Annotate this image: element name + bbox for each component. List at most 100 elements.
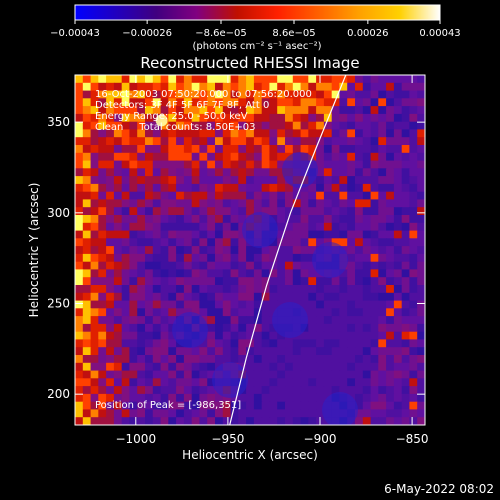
heatmap-cell <box>386 285 395 294</box>
heatmap-cell <box>339 362 348 372</box>
heatmap-cell <box>137 98 146 107</box>
heatmap-cell <box>386 199 395 208</box>
heatmap-cell <box>168 152 177 162</box>
heatmap-cell <box>137 308 146 317</box>
heatmap-cell <box>246 253 255 263</box>
heatmap-cell <box>292 269 302 278</box>
heatmap-cell <box>106 308 115 317</box>
heatmap-cell <box>323 176 333 185</box>
heatmap-cell <box>339 269 348 278</box>
heatmap-cell <box>75 145 84 154</box>
heatmap-cell <box>370 417 379 425</box>
heatmap-cell <box>129 316 138 325</box>
heatmap-cell <box>401 98 411 107</box>
heatmap-cell <box>113 339 123 348</box>
heatmap-cell <box>75 277 84 286</box>
heatmap-cell <box>82 230 92 239</box>
heatmap-cell <box>355 401 364 411</box>
heatmap-cell <box>378 300 387 309</box>
heatmap-cell <box>90 207 99 216</box>
heatmap-cell <box>323 152 333 162</box>
heatmap-cell <box>98 339 107 348</box>
heatmap-cell <box>316 176 325 185</box>
heatmap-cell <box>98 160 107 169</box>
heatmap-cell <box>370 207 379 216</box>
heatmap-cell <box>191 145 201 154</box>
heatmap-cell <box>199 145 208 154</box>
heatmap-cell <box>191 98 201 107</box>
heatmap-cell <box>401 129 411 138</box>
heatmap-cell <box>378 355 387 364</box>
heatmap-cell <box>168 199 177 208</box>
heatmap-cell <box>230 222 239 232</box>
heatmap-cell <box>409 339 418 348</box>
heatmap-cell <box>409 199 418 208</box>
heatmap-cell <box>261 191 271 201</box>
heatmap-cell <box>222 121 232 131</box>
heatmap-cell <box>222 393 232 403</box>
heatmap-cell <box>308 261 317 271</box>
heatmap-cell <box>215 339 224 348</box>
heatmap-cell <box>409 269 418 278</box>
heatmap-cell <box>362 308 372 317</box>
heatmap-cell <box>277 378 286 387</box>
heatmap-cell <box>207 238 216 247</box>
heatmap-cell <box>370 292 379 302</box>
heatmap-cell <box>331 316 341 325</box>
heatmap-cell <box>199 106 208 115</box>
heatmap-cell <box>300 277 309 286</box>
heatmap-cell <box>145 370 154 379</box>
heatmap-cell <box>246 168 255 177</box>
heatmap-cell <box>300 230 309 239</box>
heatmap-cell <box>222 137 232 146</box>
heatmap-cell <box>378 316 387 325</box>
heatmap-cell <box>370 113 379 123</box>
heatmap-cell <box>82 215 92 224</box>
heatmap-cell <box>106 129 115 138</box>
heatmap-cell <box>316 82 325 92</box>
heatmap-cell <box>417 246 425 255</box>
heatmap-cell <box>168 106 177 115</box>
heatmap-cell <box>355 160 364 169</box>
heatmap-cell <box>355 300 364 309</box>
heatmap-cell <box>417 183 425 193</box>
heatmap-cell <box>160 98 169 107</box>
heatmap-cell <box>362 378 372 387</box>
heatmap-cell <box>253 129 263 138</box>
heatmap-cell <box>75 106 84 115</box>
heatmap-cell <box>152 355 162 364</box>
heatmap-cell <box>230 238 239 247</box>
heatmap-cell <box>370 316 379 325</box>
heatmap-cell <box>409 75 418 84</box>
heatmap-cell <box>230 207 239 216</box>
heatmap-cell <box>183 160 193 169</box>
heatmap-cell <box>417 168 425 177</box>
heatmap-cell <box>355 308 364 317</box>
heatmap-cell <box>75 417 84 425</box>
heatmap-cell <box>176 347 185 356</box>
heatmap-cell <box>386 355 395 364</box>
heatmap-cell <box>152 386 162 395</box>
heatmap-cell <box>183 253 193 263</box>
heatmap-cell <box>409 253 418 263</box>
heatmap-cell <box>292 238 302 247</box>
heatmap-cell <box>75 347 84 356</box>
heatmap-cell <box>378 75 387 84</box>
heatmap-cell <box>129 230 138 239</box>
heatmap-cell <box>168 160 177 169</box>
heatmap-cell <box>106 222 115 232</box>
heatmap-cell <box>300 269 309 278</box>
heatmap-cell <box>98 75 107 84</box>
heatmap-cell <box>113 129 123 138</box>
heatmap-cell <box>393 215 403 224</box>
heatmap-cell <box>121 207 131 216</box>
heatmap-cell <box>292 106 302 115</box>
heatmap-blob <box>272 302 308 338</box>
heatmap-cell <box>316 238 325 247</box>
heatmap-cell <box>409 393 418 403</box>
heatmap-cell <box>355 176 364 185</box>
heatmap-cell <box>129 378 138 387</box>
heatmap-cell <box>393 393 403 403</box>
heatmap-cell <box>121 98 131 107</box>
heatmap-cell <box>230 113 239 123</box>
